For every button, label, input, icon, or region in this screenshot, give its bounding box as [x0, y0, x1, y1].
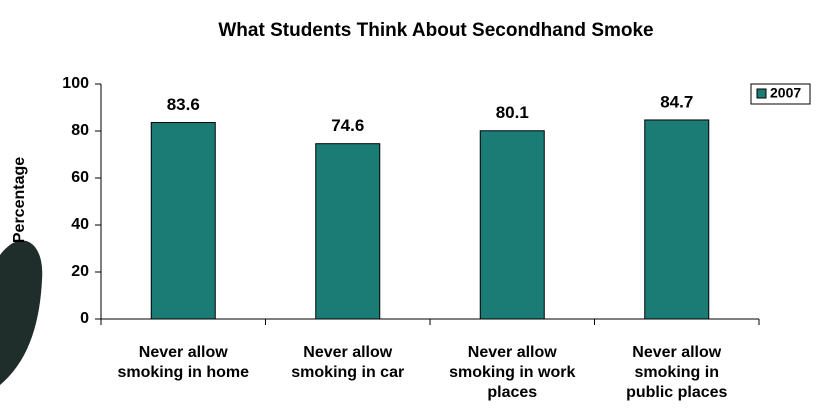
bar — [150, 122, 216, 320]
y-tick-label: 60 — [71, 169, 89, 186]
bar — [315, 143, 381, 320]
value-label: 74.6 — [331, 116, 364, 135]
y-tick-label: 20 — [71, 263, 89, 280]
legend-swatch — [756, 88, 767, 99]
value-label: 84.7 — [660, 92, 693, 111]
y-tick-label: 40 — [71, 216, 89, 233]
value-label: 80.1 — [496, 103, 529, 122]
bar — [479, 130, 545, 320]
x-tick-label: Never allow smoking in public places — [626, 344, 728, 401]
x-tick-label: Never allow smoking in car — [291, 344, 405, 381]
bar — [644, 119, 710, 320]
value-label: 83.6 — [167, 95, 200, 114]
y-axis-label: Percentage — [11, 157, 28, 243]
x-tick-label: Never allow smoking in home — [117, 344, 250, 381]
chart-title: What Students Think About Secondhand Smo… — [218, 20, 653, 41]
y-tick-label: 80 — [71, 122, 89, 139]
legend-label: 2007 — [770, 85, 801, 101]
y-tick-label: 100 — [62, 75, 89, 92]
y-tick-label: 0 — [80, 310, 89, 327]
x-tick-label: Never allow smoking in work places — [449, 344, 576, 401]
decor-image — [0, 240, 43, 385]
